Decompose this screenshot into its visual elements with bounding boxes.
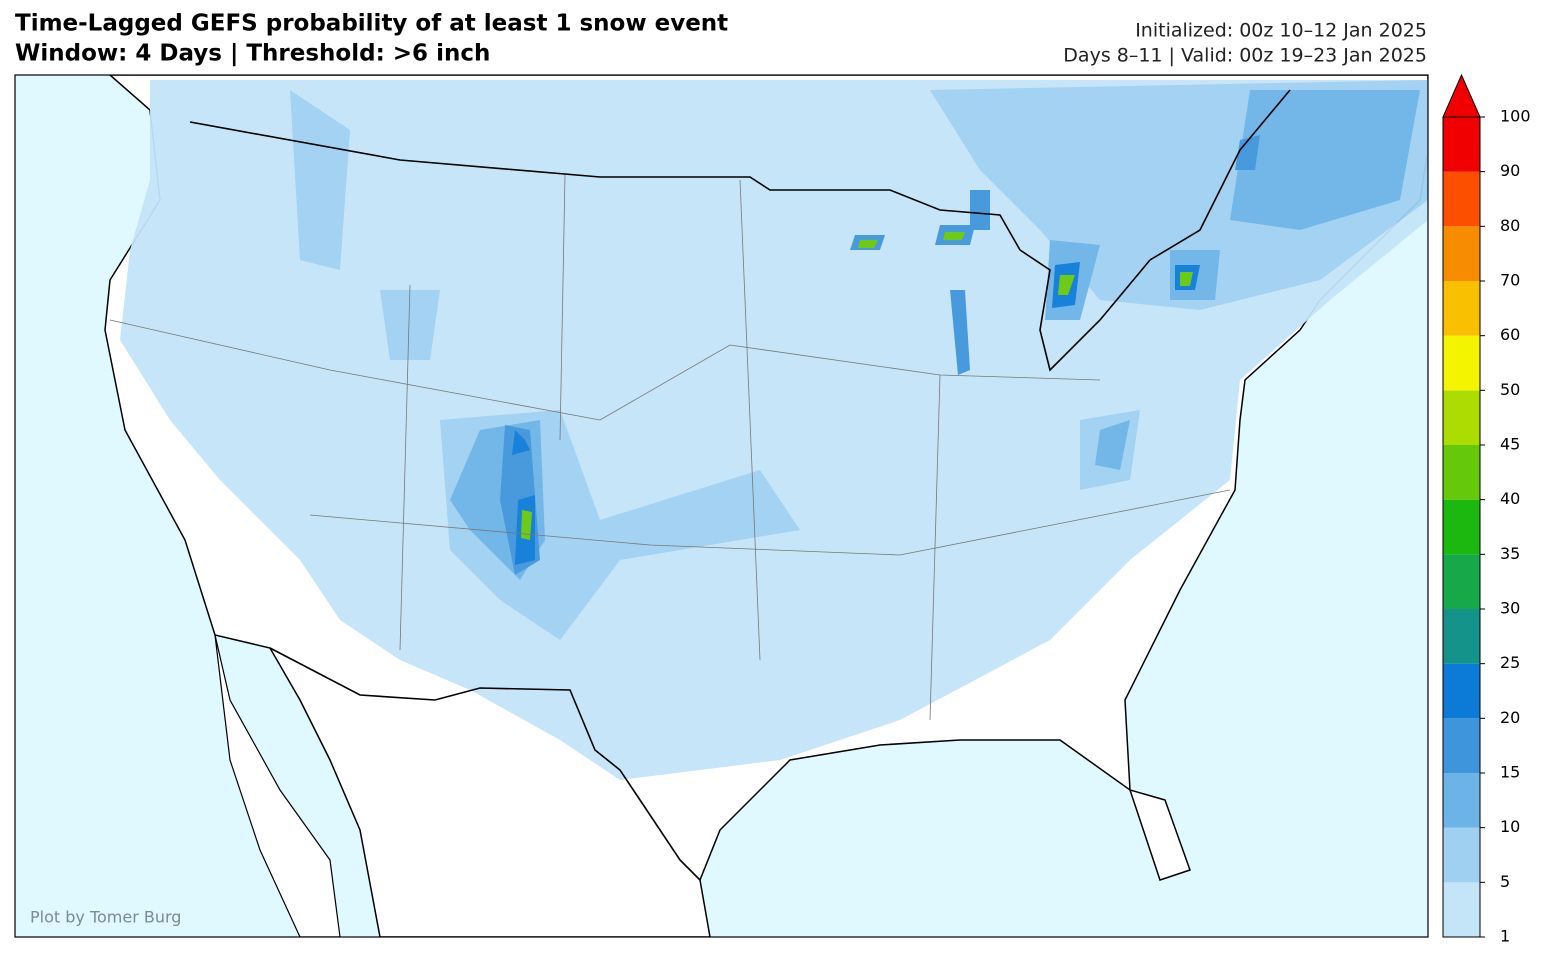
info-line: Days 8–11 | Valid: 00z 19–23 Jan 2025 xyxy=(1063,45,1427,67)
colorbar-segment xyxy=(1443,773,1480,828)
colorbar-tick-label: 5 xyxy=(1500,872,1510,891)
colorbar-tick-label: 40 xyxy=(1500,489,1520,508)
colorbar-tick-label: 1 xyxy=(1500,927,1510,946)
colorbar-tick-label: 25 xyxy=(1500,653,1520,672)
colorbar-tick-label: 90 xyxy=(1500,161,1520,180)
borders xyxy=(189,89,1291,881)
colorbar-segment xyxy=(1443,882,1480,937)
colorbar-segment xyxy=(1443,827,1480,883)
colorbar-tick-label: 10 xyxy=(1500,817,1520,836)
colorbar-segment xyxy=(1443,609,1480,664)
colorbar-tick-label: 50 xyxy=(1500,380,1520,399)
credit: Plot by Tomer Burg xyxy=(30,908,181,927)
colorbar-tick-label: 60 xyxy=(1500,325,1520,344)
colorbar-tick-label: 30 xyxy=(1500,599,1520,618)
colorbar-segment xyxy=(1443,390,1480,445)
colorbar-segment xyxy=(1443,554,1480,609)
colorbar-tick-label: 35 xyxy=(1500,544,1520,563)
mexico-baja xyxy=(214,634,341,937)
colorbar-extend xyxy=(1442,73,1481,118)
colorbar-tick-label: 45 xyxy=(1500,435,1520,454)
colorbar-segment xyxy=(1443,117,1480,172)
snow-probability xyxy=(120,80,1428,780)
colorbar-segment xyxy=(1443,281,1480,336)
colorbar-segment xyxy=(1443,335,1480,391)
map-frame xyxy=(14,74,1429,938)
title-line: Time-Lagged GEFS probability of at least… xyxy=(15,11,728,37)
colorbar-tick-label: 15 xyxy=(1500,763,1520,782)
colorbar-segment xyxy=(1443,499,1480,555)
contour-10 xyxy=(450,90,1420,580)
info-line: Initialized: 00z 10–12 Jan 2025 xyxy=(1135,20,1427,42)
map: Plot by Tomer Burg xyxy=(15,75,1428,937)
contour-5 xyxy=(290,80,1428,640)
colorbar-tick-label: 20 xyxy=(1500,708,1520,727)
colorbar-segment xyxy=(1443,445,1480,500)
colorbar-segment xyxy=(1443,171,1480,227)
colorbar-tick-label: 100 xyxy=(1500,107,1531,126)
colorbar-tick-label: 80 xyxy=(1500,216,1520,235)
colorbar-segment xyxy=(1443,718,1480,773)
colorbar-tick-label: 70 xyxy=(1500,271,1520,290)
colorbar-segment xyxy=(1443,226,1480,281)
colorbar-segment xyxy=(1443,663,1480,719)
state-lines xyxy=(109,174,1231,721)
colorbar-frame xyxy=(1442,116,1481,938)
title-line: Window: 4 Days | Threshold: >6 inch xyxy=(15,41,490,67)
